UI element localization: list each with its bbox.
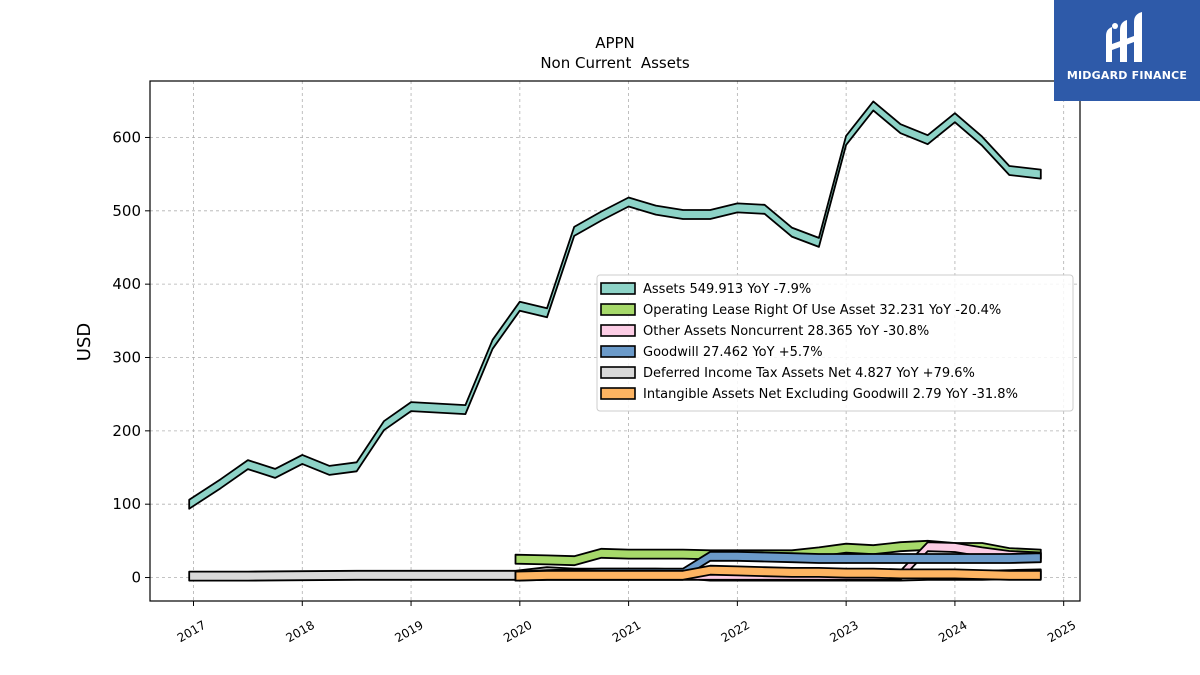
legend-label: Deferred Income Tax Assets Net 4.827 YoY… [643,366,975,381]
logo-mark-icon [1106,12,1142,62]
series-band-5 [514,564,1042,582]
legend-label: Assets 549.913 YoY -7.9% [643,282,811,297]
x-tick-label: 2019 [392,618,425,645]
x-tick-label: 2022 [719,618,752,645]
y-tick-label: 200 [112,422,141,440]
series-band-0 [188,100,1042,510]
y-tick-label: 400 [112,275,141,293]
brand-logo: MIDGARD FINANCE [1054,0,1200,101]
x-tick-label: 2017 [175,618,208,645]
y-tick-label: 300 [112,349,141,367]
chart-subtitle: Non Current Assets [540,54,690,72]
x-tick-label: 2018 [284,618,317,645]
y-tick-label: 500 [112,202,141,220]
legend-label: Goodwill 27.462 YoY +5.7% [643,345,823,360]
y-tick-label: 100 [112,495,141,513]
legend-swatch [600,345,636,358]
legend-swatch [600,282,636,295]
legend-label: Intangible Assets Net Excluding Goodwill… [643,387,1018,402]
legend-swatch [600,366,636,379]
x-tick-label: 2024 [936,618,969,645]
logo-text: MIDGARD FINANCE [1066,69,1188,82]
legend-swatch [600,303,636,316]
legend-label: Other Assets Noncurrent 28.365 YoY -30.8… [643,324,929,339]
x-tick-label: 2025 [1045,618,1078,645]
legend: Assets 549.913 YoY -7.9% Operating Lease … [596,274,1074,412]
series-layer [188,100,1042,582]
y-tick-label: 600 [112,128,141,146]
legend-swatch [600,387,636,400]
legend-label: Operating Lease Right Of Use Asset 32.23… [643,303,1001,318]
y-axis-label: USD [74,323,95,361]
x-tick-label: 2020 [501,618,534,645]
chart-title: APPN [595,34,635,52]
legend-box [596,274,1074,412]
x-tick-label: 2021 [610,618,643,645]
y-tick-label: 0 [131,569,141,587]
legend-swatch [600,324,636,337]
x-tick-label: 2023 [827,618,860,645]
plot-frame [149,80,1081,602]
